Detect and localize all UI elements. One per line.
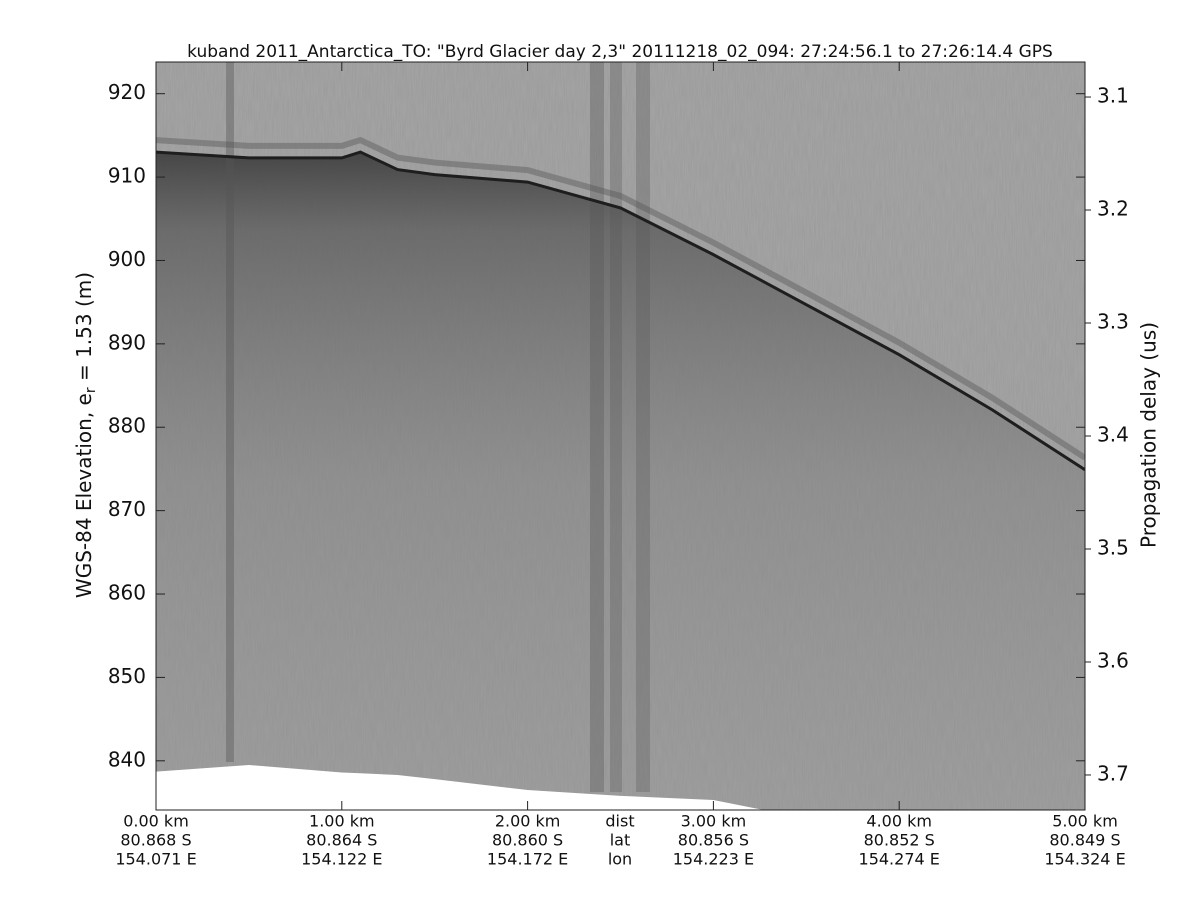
y-label-part: = 1.53 (m) [72, 272, 96, 387]
stripe [226, 62, 234, 762]
surface-band [156, 136, 1085, 461]
y-tick-label: 890 [108, 330, 146, 354]
lon-label: 154.324 E [1044, 850, 1125, 869]
no-data-area [156, 764, 764, 810]
y2-tick-label: 3.2 [1097, 197, 1129, 221]
x-tick-label: 3.00 km [681, 812, 747, 831]
row-label: lat [610, 831, 631, 850]
lat-label: 80.849 S [1049, 831, 1120, 850]
x-tick-label: 4.00 km [866, 812, 932, 831]
y2-tick-label: 3.4 [1097, 423, 1129, 447]
ice-echo [156, 152, 1085, 810]
row-label: dist [605, 812, 634, 831]
y-tick-label: 840 [108, 747, 146, 771]
chart-title: kuband 2011_Antarctica_TO: "Byrd Glacier… [187, 42, 1053, 62]
x-tick-label: 1.00 km [309, 812, 375, 831]
y-tick-label: 850 [108, 664, 146, 688]
y2-axis-label: Propagation delay (us) [1137, 322, 1161, 548]
y-tick-label: 860 [108, 581, 146, 605]
lon-label: 154.274 E [859, 850, 940, 869]
y-label-part: WGS-84 Elevation, e [72, 393, 96, 598]
lat-label: 80.860 S [492, 831, 563, 850]
y-tick-label: 910 [108, 164, 146, 188]
lat-label: 80.868 S [120, 831, 191, 850]
x-tick-label: 5.00 km [1052, 812, 1118, 831]
y-tick-label: 900 [108, 247, 146, 271]
y-tick-label: 880 [108, 414, 146, 438]
stripe [636, 62, 650, 792]
y2-tick-label: 3.5 [1097, 535, 1129, 559]
lon-label: 154.223 E [673, 850, 754, 869]
y-tick-label: 870 [108, 497, 146, 521]
lat-label: 80.852 S [864, 831, 935, 850]
y-label-subscript: r [83, 387, 99, 393]
stripe [610, 62, 622, 792]
y-axis-label: WGS-84 Elevation, er = 1.53 (m) [72, 272, 100, 598]
lon-label: 154.071 E [115, 850, 196, 869]
y-tick-label: 920 [108, 80, 146, 104]
surface-line [156, 150, 1085, 472]
y2-tick-label: 3.1 [1097, 84, 1129, 108]
y2-tick-label: 3.7 [1097, 761, 1129, 785]
echogram-image [156, 62, 1085, 810]
lon-label: 154.122 E [301, 850, 382, 869]
stripe [590, 62, 604, 792]
y2-tick-label: 3.6 [1097, 648, 1129, 672]
lon-label: 154.172 E [487, 850, 568, 869]
x-tick-label: 0.00 km [123, 812, 189, 831]
y2-tick-label: 3.3 [1097, 310, 1129, 334]
x-tick-label: 2.00 km [495, 812, 561, 831]
row-label: lon [608, 850, 632, 869]
lat-label: 80.864 S [306, 831, 377, 850]
lat-label: 80.856 S [678, 831, 749, 850]
